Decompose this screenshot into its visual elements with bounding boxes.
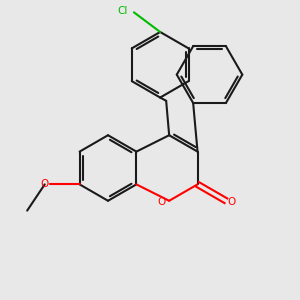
Text: O: O bbox=[158, 197, 166, 207]
Text: Cl: Cl bbox=[117, 6, 127, 16]
Text: O: O bbox=[227, 197, 236, 207]
Text: O: O bbox=[40, 179, 49, 189]
